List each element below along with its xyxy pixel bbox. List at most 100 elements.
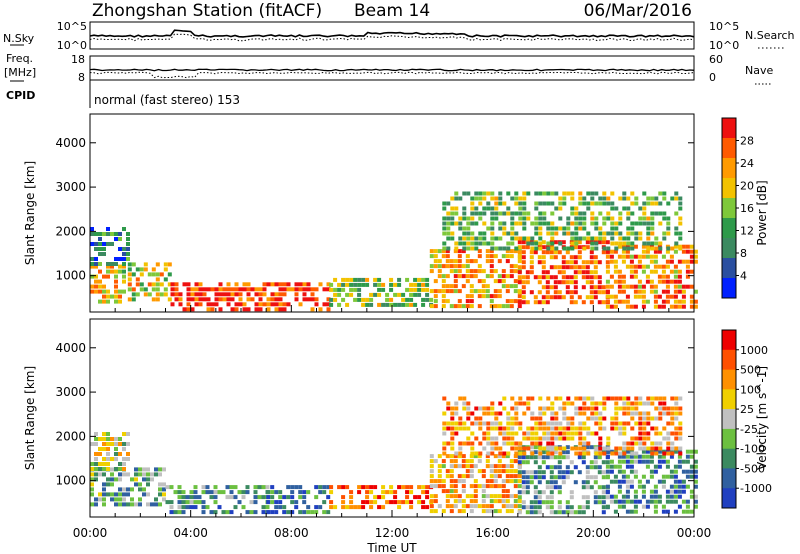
heat-cell: [465, 264, 470, 269]
heat-cell: [538, 236, 543, 241]
heat-cell: [661, 459, 666, 464]
heat-cell: [442, 216, 447, 221]
heat-cell: [441, 284, 446, 289]
noise-right-tick-top: 10^5: [709, 20, 739, 33]
heat-cell: [510, 231, 515, 236]
heat-cell: [421, 485, 426, 490]
heat-cell: [617, 469, 622, 474]
heat-cell: [102, 497, 106, 502]
heat-cell: [597, 465, 602, 470]
heat-cell: [674, 436, 679, 441]
colorbar-swatch: [722, 488, 736, 509]
heat-cell: [518, 216, 523, 221]
heat-cell: [502, 246, 507, 251]
heat-cell: [533, 460, 538, 465]
heat-cell: [409, 505, 414, 510]
heat-cell: [685, 469, 690, 474]
heat-cell: [658, 241, 663, 246]
heat-cell: [233, 485, 238, 490]
heat-cell: [630, 201, 635, 206]
heat-cell: [537, 490, 542, 495]
heat-cell: [549, 455, 554, 460]
heat-cell: [482, 231, 487, 236]
heat-cell: [621, 459, 626, 464]
heat-cell: [517, 484, 522, 489]
heat-cell: [545, 480, 550, 485]
heat-cell: [489, 249, 494, 254]
heat-cell: [593, 490, 598, 495]
heat-cell: [673, 249, 678, 254]
heat-cell: [94, 497, 98, 502]
heat-cell: [206, 302, 211, 307]
y-tick-label: 1000: [55, 269, 86, 283]
heat-cell: [649, 499, 654, 504]
heat-cell: [665, 489, 670, 494]
heat-cell: [538, 416, 543, 421]
heat-cell: [94, 257, 98, 261]
heat-cell: [693, 499, 698, 504]
heat-cell: [90, 262, 94, 266]
heat-cell: [465, 504, 470, 509]
heat-cell: [618, 196, 623, 201]
heat-cell: [146, 477, 150, 482]
heat-cell: [581, 275, 586, 280]
heat-cell: [473, 489, 478, 494]
heat-cell: [441, 489, 446, 494]
heat-cell: [565, 510, 570, 515]
heat-cell: [689, 489, 694, 494]
heat-cell: [337, 282, 342, 287]
heat-cell: [445, 299, 450, 304]
heat-cell: [650, 416, 655, 421]
heat-cell: [509, 509, 514, 514]
heat-cell: [662, 236, 667, 241]
heat-cell: [158, 472, 162, 477]
heat-cell: [581, 300, 586, 305]
x-tick-label: 04:00: [173, 526, 208, 540]
heat-cell: [554, 206, 559, 211]
heat-cell: [449, 289, 454, 294]
heat-cell: [329, 282, 334, 287]
heat-cell: [562, 416, 567, 421]
heat-cell: [442, 231, 447, 236]
heat-cell: [585, 470, 590, 475]
heat-cell: [505, 274, 510, 279]
heat-cell: [633, 269, 638, 274]
heat-cell: [486, 441, 491, 446]
heat-cell: [605, 489, 610, 494]
heat-cell: [329, 297, 334, 302]
heat-cell: [501, 269, 506, 274]
heat-cell: [606, 441, 611, 446]
heat-cell: [262, 292, 267, 297]
heat-cell: [162, 492, 166, 497]
heat-cell: [365, 277, 370, 282]
heat-cell: [526, 401, 531, 406]
heat-cell: [490, 436, 495, 441]
heat-cell: [610, 201, 615, 206]
heat-cell: [413, 495, 418, 500]
heat-cell: [642, 206, 647, 211]
heat-cell: [306, 287, 311, 292]
heat-cell: [561, 510, 566, 515]
heat-cell: [530, 436, 535, 441]
heat-cell: [261, 495, 266, 500]
heat-cell: [489, 294, 494, 299]
heat-cell: [110, 472, 114, 477]
heat-cell: [582, 396, 587, 401]
heat-cell: [601, 290, 606, 295]
heat-cell: [322, 302, 327, 307]
heat-cell: [489, 274, 494, 279]
heat-cell: [270, 500, 275, 505]
heat-cell: [637, 259, 642, 264]
heat-cell: [510, 441, 515, 446]
heat-cell: [677, 464, 682, 469]
heat-cell: [170, 287, 175, 292]
colorbar-swatch: [722, 448, 736, 469]
heat-cell: [630, 451, 635, 456]
heat-cell: [482, 421, 487, 426]
heat-cell: [537, 455, 542, 460]
heat-cell: [529, 455, 534, 460]
heat-cell: [565, 285, 570, 290]
heat-cell: [609, 284, 614, 289]
heat-cell: [429, 254, 434, 259]
